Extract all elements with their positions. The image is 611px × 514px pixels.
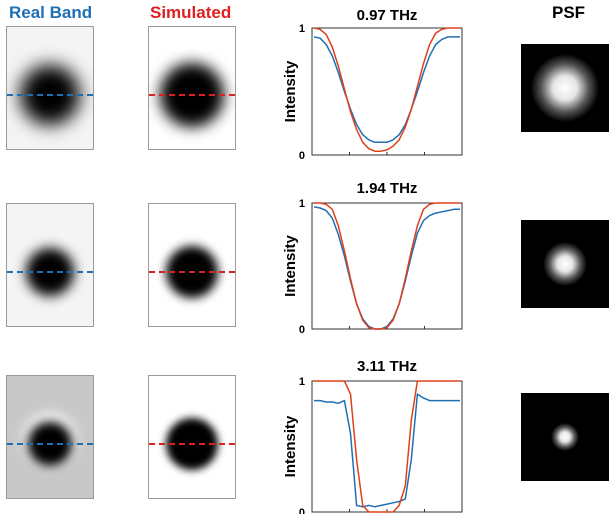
simulated-profile-line-1 — [313, 27, 460, 152]
simulated-image-1 — [148, 26, 236, 150]
header-real-band: Real Band — [9, 3, 93, 22]
header-psf: PSF — [552, 3, 586, 22]
plot-title-3: 3.11 THz — [357, 358, 417, 375]
y-axis-label-1: Intensity — [282, 60, 299, 122]
simulated-image-2 — [148, 203, 236, 327]
y-tick-label: 1 — [299, 198, 305, 210]
real-band-image-2 — [6, 203, 94, 327]
real-band-profile-line-3 — [314, 393, 460, 508]
psf-image-1 — [521, 44, 609, 132]
plot-title-1: 0.97 THz — [357, 7, 418, 24]
real-band-image-1 — [6, 26, 94, 150]
plot-axes-2 — [311, 202, 463, 330]
simulated-profile-line-3 — [314, 380, 460, 513]
simulated-profile-line-2 — [314, 202, 460, 330]
simulated-image-3 — [148, 375, 236, 499]
y-tick-label: 0 — [299, 150, 305, 162]
profile-plot-2: 1.94 THz Intensity 0 1 — [282, 180, 463, 336]
real-band-profile-line-2 — [313, 206, 460, 330]
y-axis-label-2: Intensity — [282, 235, 299, 297]
y-tick-label: 1 — [299, 376, 305, 388]
y-tick-label: 0 — [299, 507, 305, 514]
plot-title-2: 1.94 THz — [357, 180, 418, 197]
profile-plot-1: 0.97 THz Intensity 0 1 — [282, 7, 463, 162]
psf-image-2 — [521, 220, 609, 308]
y-axis-label-3: Intensity — [282, 415, 299, 477]
y-tick-label: 1 — [299, 23, 305, 35]
real-band-image-3 — [6, 375, 94, 499]
header-simulated: Simulated — [150, 3, 232, 22]
real-band-profile-line-1 — [313, 36, 460, 144]
plot-axes-1 — [311, 27, 463, 156]
psf-image-3 — [521, 393, 609, 481]
profile-plot-3: 3.11 THz Intensity 0 1 — [282, 358, 463, 514]
y-tick-label: 0 — [299, 324, 305, 336]
